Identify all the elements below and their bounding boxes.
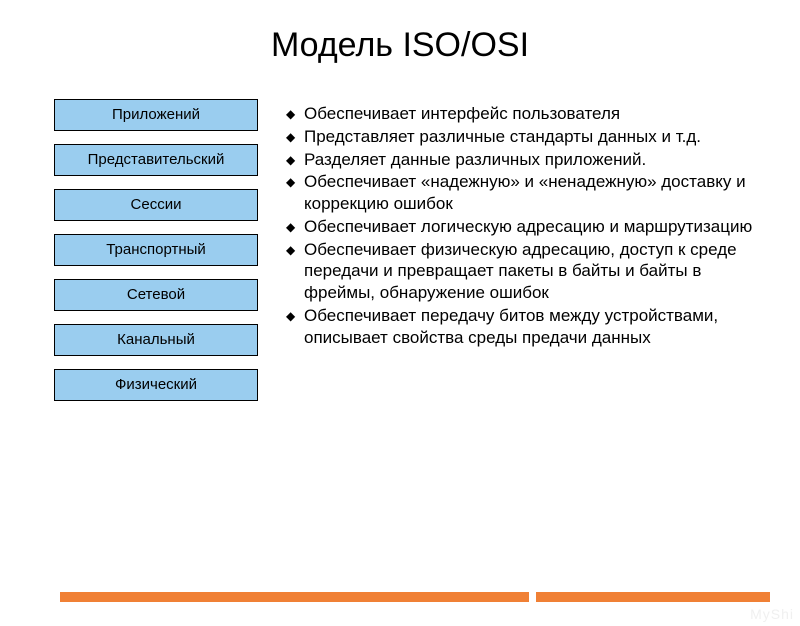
bullet-text: Представляет различные стандарты данных … bbox=[304, 126, 770, 148]
diamond-icon: ◆ bbox=[286, 239, 304, 258]
watermark-text: MyShi bbox=[750, 606, 794, 622]
layer-network: Сетевой bbox=[54, 279, 258, 311]
diamond-icon: ◆ bbox=[286, 103, 304, 122]
footer-bar-left bbox=[60, 592, 529, 602]
content-row: Приложений Представительский Сессии Тран… bbox=[0, 99, 800, 401]
footer-bar-right bbox=[536, 592, 770, 602]
layer-presentation: Представительский bbox=[54, 144, 258, 176]
bullet-list: ◆ Обеспечивает интерфейс пользователя ◆ … bbox=[258, 99, 770, 401]
bullet-item: ◆ Обеспечивает «надежную» и «ненадежную»… bbox=[286, 171, 770, 215]
bullet-item: ◆ Разделяет данные различных приложений. bbox=[286, 149, 770, 171]
bullet-item: ◆ Обеспечивает логическую адресацию и ма… bbox=[286, 216, 770, 238]
diamond-icon: ◆ bbox=[286, 149, 304, 168]
layer-application: Приложений bbox=[54, 99, 258, 131]
bullet-text: Обеспечивает передачу битов между устрой… bbox=[304, 305, 770, 349]
diamond-icon: ◆ bbox=[286, 305, 304, 324]
layer-datalink: Канальный bbox=[54, 324, 258, 356]
bullet-text: Обеспечивает физическую адресацию, досту… bbox=[304, 239, 770, 304]
page-title: Модель ISO/OSI bbox=[0, 26, 800, 65]
diamond-icon: ◆ bbox=[286, 171, 304, 190]
layer-physical: Физический bbox=[54, 369, 258, 401]
layer-session: Сессии bbox=[54, 189, 258, 221]
bullet-text: Обеспечивает интерфейс пользователя bbox=[304, 103, 770, 125]
bullet-text: Разделяет данные различных приложений. bbox=[304, 149, 770, 171]
bullet-item: ◆ Представляет различные стандарты данны… bbox=[286, 126, 770, 148]
footer-divider bbox=[60, 592, 770, 602]
bullet-item: ◆ Обеспечивает физическую адресацию, дос… bbox=[286, 239, 770, 304]
diamond-icon: ◆ bbox=[286, 126, 304, 145]
bullet-item: ◆ Обеспечивает передачу битов между устр… bbox=[286, 305, 770, 349]
bullet-item: ◆ Обеспечивает интерфейс пользователя bbox=[286, 103, 770, 125]
layers-column: Приложений Представительский Сессии Тран… bbox=[54, 99, 258, 401]
layer-transport: Транспортный bbox=[54, 234, 258, 266]
diamond-icon: ◆ bbox=[286, 216, 304, 235]
bullet-text: Обеспечивает «надежную» и «ненадежную» д… bbox=[304, 171, 770, 215]
bullet-text: Обеспечивает логическую адресацию и марш… bbox=[304, 216, 770, 238]
